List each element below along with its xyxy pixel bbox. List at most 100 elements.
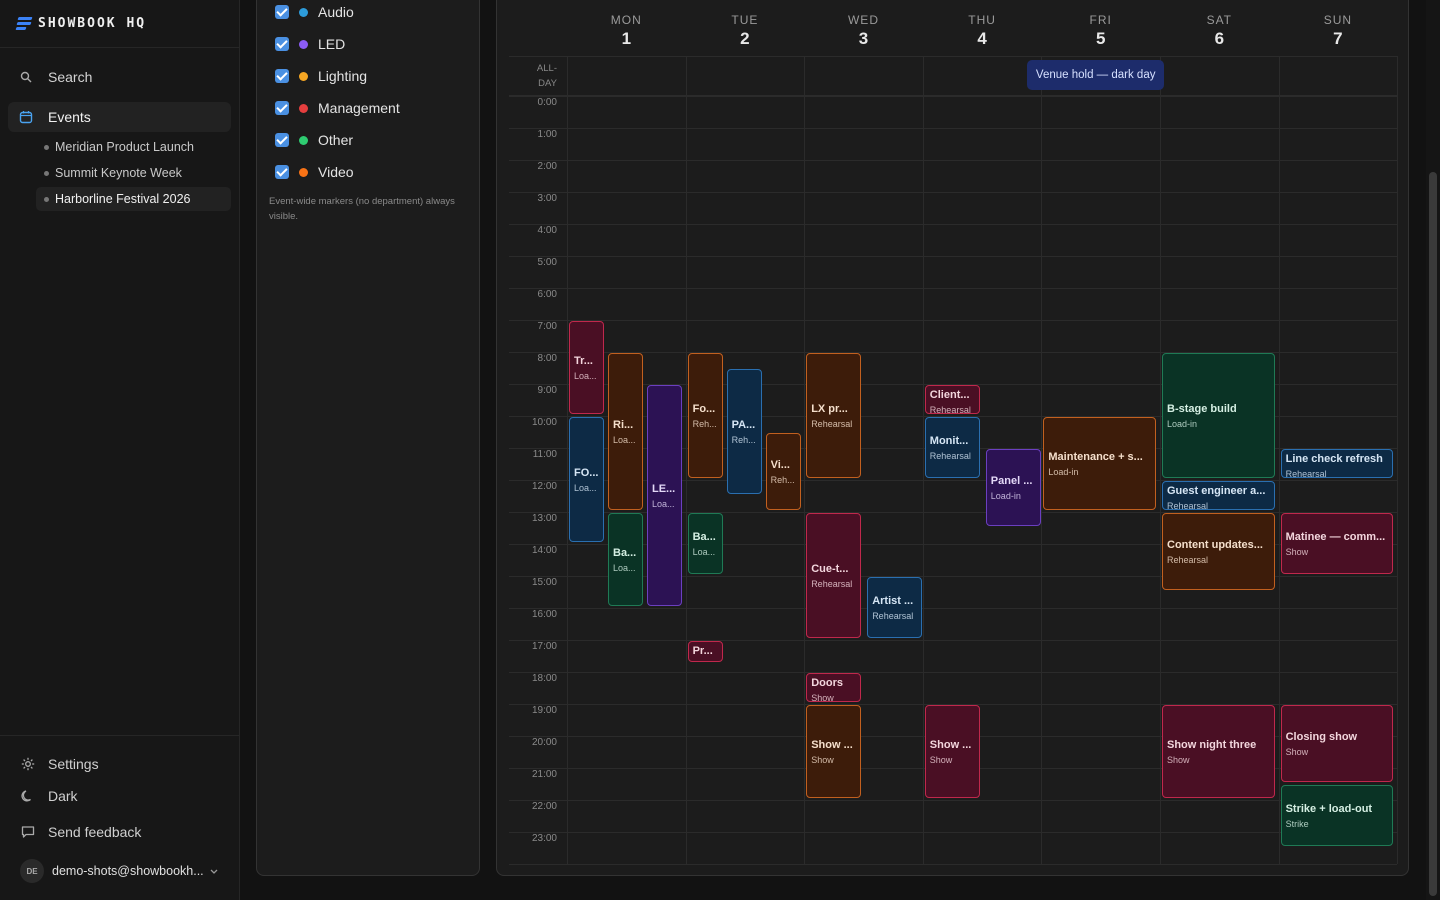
calendar-event[interactable]: PA... Reh... [726,369,762,494]
calendar-event[interactable]: Show ... Show [924,705,980,798]
event-type: Loa... [613,434,636,445]
event-title: FO... [574,466,599,479]
calendar-event[interactable]: Ba... Loa... [608,513,643,606]
sidebar: SHOWBOOK HQ Search Events Meridian Produ… [0,0,240,900]
calendar-event[interactable]: Line check refresh Rehearsal [1280,449,1394,478]
calendar-event[interactable]: Artist ... Rehearsal [867,577,923,638]
header-divider [509,56,1397,57]
calendar-event[interactable]: Maintenance + s... Load-in [1043,417,1156,510]
event-link-label: Harborline Festival 2026 [55,192,191,206]
calendar-event[interactable]: Show ... Show [806,705,862,798]
gear-icon [20,756,36,772]
hour-line [509,416,1397,417]
day-column-divider [685,56,687,864]
event-title: Strike + load-out [1285,802,1373,815]
search-button[interactable]: Search [8,62,231,92]
user-menu[interactable]: DE demo-shots@showbookh... [20,858,225,884]
calendar-event[interactable]: LX pr... Rehearsal [806,353,862,478]
event-type: Reh... [770,474,795,485]
filter-led[interactable]: LED [275,34,345,54]
settings-button[interactable]: Settings [20,752,99,776]
calendar-event[interactable]: Tr... Loa... [569,321,604,414]
hour-label: 18:00 [531,673,557,684]
sidebar-event-meridian[interactable]: Meridian Product Launch [36,135,231,159]
event-title: Show ... [929,738,972,751]
day-header-sat[interactable]: SAT 6 [1160,13,1279,49]
filter-audio[interactable]: Audio [275,2,354,22]
scrollbar-thumb[interactable] [1429,172,1437,896]
calendar-event[interactable]: Fo... Reh... [687,353,723,478]
day-header-wed[interactable]: WED 3 [804,13,923,49]
event-type: Reh... [731,434,756,445]
event-type: Rehearsal [811,578,853,589]
calendar-event[interactable]: Pr... [687,641,723,662]
filter-management[interactable]: Management [275,98,400,118]
checkbox[interactable] [275,133,289,147]
filter-other[interactable]: Other [275,130,353,150]
filter-lighting[interactable]: Lighting [275,66,367,86]
calendar-event[interactable]: Monit... Rehearsal [924,417,980,478]
hour-line [509,576,1397,577]
event-type: Reh... [692,418,717,429]
calendar-event[interactable]: Ri... Loa... [608,353,643,510]
calendar-event[interactable]: FO... Loa... [569,417,604,542]
calendar-event[interactable]: Strike + load-out Strike [1280,785,1394,846]
hour-label: 12:00 [531,481,557,492]
day-number: 6 [1214,29,1225,48]
calendar-event[interactable]: B-stage build Load-in [1162,353,1275,478]
calendar-event[interactable]: Cue-t... Rehearsal [806,513,862,638]
user-email: demo-shots@showbookh... [52,864,204,878]
sidebar-event-harborline[interactable]: Harborline Festival 2026 [36,187,231,211]
day-header-tue[interactable]: TUE 2 [686,13,805,49]
filter-video[interactable]: Video [275,162,354,182]
calendar-event[interactable]: Show night three Show [1162,705,1275,798]
allday-divider [509,95,1397,96]
filter-label: Management [318,100,400,116]
calendar-event[interactable]: Closing show Show [1280,705,1394,782]
checkbox[interactable] [275,101,289,115]
sidebar-event-summit[interactable]: Summit Keynote Week [36,161,231,185]
hour-line [509,480,1397,481]
calendar-event[interactable]: LE... Loa... [647,385,682,606]
checkbox[interactable] [275,69,289,83]
day-header-fri[interactable]: FRI 5 [1041,13,1160,49]
day-header-thu[interactable]: THU 4 [923,13,1042,49]
checkbox[interactable] [275,5,289,19]
allday-label: ALL- DAY [536,63,557,89]
day-header-sun[interactable]: SUN 7 [1279,13,1398,49]
calendar-event[interactable]: Client... Rehearsal [924,385,980,414]
brand[interactable]: SHOWBOOK HQ [0,0,239,48]
hour-line [509,544,1397,545]
filter-label: Audio [318,4,354,20]
event-type: Loa... [652,498,675,509]
calendar-event[interactable]: Guest engineer a... Rehearsal [1162,481,1275,510]
event-type: Show [1285,746,1309,757]
calendar-event[interactable]: Doors Show [806,673,862,702]
hour-label: 20:00 [531,737,557,748]
allday-event[interactable]: Venue hold — dark day [1027,60,1164,90]
page-scrollbar[interactable] [1426,0,1440,900]
checkbox[interactable] [275,165,289,179]
calendar-event[interactable]: Panel ... Load-in [985,449,1041,526]
search-label: Search [48,69,93,85]
calendar-event[interactable]: Vi... Reh... [765,433,801,510]
calendar-event[interactable]: Ba... Loa... [687,513,723,574]
event-title: LE... [652,482,676,495]
send-feedback-button[interactable]: Send feedback [20,820,141,844]
checkbox[interactable] [275,37,289,51]
day-header-mon[interactable]: MON 1 [567,13,686,49]
day-column-divider [567,56,568,864]
theme-toggle[interactable]: Dark [20,784,78,808]
event-title: Panel ... [990,474,1033,487]
hour-label: 13:00 [531,513,557,524]
calendar-event[interactable]: Matinee — comm... Show [1280,513,1394,574]
calendar-event[interactable]: Content updates... Rehearsal [1162,513,1275,590]
department-filter-panel: Audio LED Lighting Management Other Video Eve… [256,0,480,876]
sidebar-item-events[interactable]: Events [8,102,231,132]
event-title: Monit... [929,434,969,447]
event-title: Show ... [811,738,853,751]
moon-icon [20,788,36,804]
day-column-divider [922,56,924,864]
day-number: 5 [1095,29,1106,48]
department-color-dot [299,7,308,17]
